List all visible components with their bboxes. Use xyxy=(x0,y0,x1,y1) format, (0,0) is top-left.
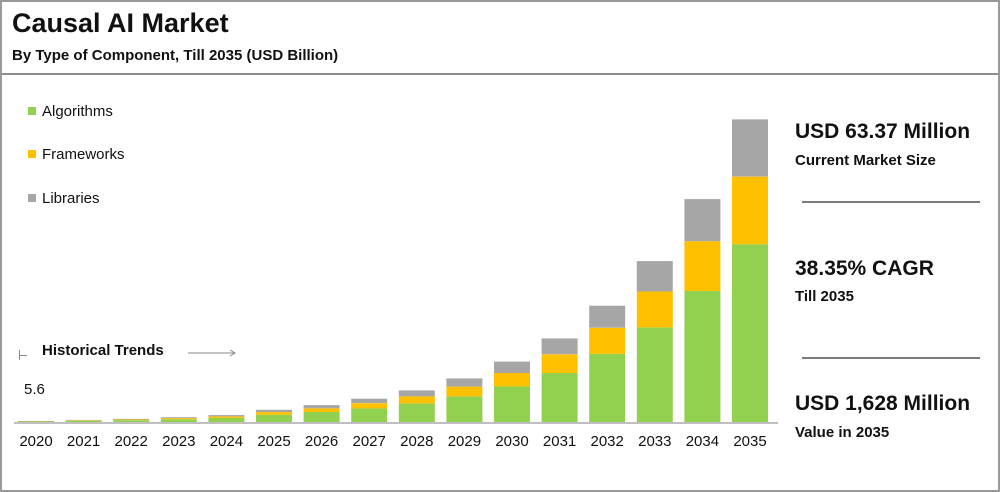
chart-title: Causal AI Market xyxy=(12,8,229,38)
current-market-size-label: Current Market Size xyxy=(795,152,936,169)
bar-algorithms-2029 xyxy=(446,396,483,422)
x-tick-label-2033: 2033 xyxy=(638,433,671,450)
bar-algorithms-2023 xyxy=(160,419,197,422)
bar-algorithms-2026 xyxy=(303,412,340,422)
bar-libraries-2027 xyxy=(351,398,388,404)
bar-libraries-2033 xyxy=(636,261,673,292)
bar-frameworks-2026 xyxy=(303,408,340,412)
bar-algorithms-2034 xyxy=(684,291,721,422)
bar-libraries-2022 xyxy=(113,418,150,420)
x-tick-label-2028: 2028 xyxy=(400,433,433,450)
x-tick-label-2032: 2032 xyxy=(591,433,624,450)
stat-divider-1 xyxy=(802,201,980,203)
bar-frameworks-2032 xyxy=(589,327,626,354)
bar-libraries-2028 xyxy=(398,390,435,397)
bar-group xyxy=(18,119,768,422)
first-year-value-label: 5.6 xyxy=(24,381,45,398)
legend-swatch-frameworks xyxy=(28,150,36,158)
bar-libraries-2025 xyxy=(256,409,292,413)
bar-frameworks-2021 xyxy=(65,420,102,421)
bar-algorithms-2024 xyxy=(208,417,245,422)
bar-algorithms-2022 xyxy=(113,420,150,422)
legend-item-libraries: Libraries xyxy=(28,189,100,207)
x-tick-label-2031: 2031 xyxy=(543,433,576,450)
legend-label-libraries: Libraries xyxy=(42,189,100,207)
bar-frameworks-2028 xyxy=(398,396,435,404)
value-2035-value: USD 1,628 Million xyxy=(795,392,971,415)
stacked-bar-chart: 2020 2021 2022 2023 2024 2025 2026 2027 2028 2029… xyxy=(14,119,778,450)
current-market-size-value: USD 63.37 Million xyxy=(795,120,971,143)
arrow-right-icon xyxy=(188,349,236,357)
bar-frameworks-2030 xyxy=(494,373,530,387)
bar-frameworks-2023 xyxy=(160,418,197,420)
historical-trends-label: Historical Trends xyxy=(42,342,164,359)
x-tick-label-2020: 2020 xyxy=(19,433,52,450)
x-tick-label-2022: 2022 xyxy=(115,433,148,450)
x-axis-tick-labels: 2020 2021 2022 2023 2024 2025 2026 2027 2028 2029… xyxy=(19,433,766,450)
bar-libraries-2021 xyxy=(65,419,102,421)
bar-libraries-2020 xyxy=(18,421,54,422)
bar-algorithms-2030 xyxy=(494,386,530,422)
bar-algorithms-2035 xyxy=(732,244,768,422)
x-tick-label-2029: 2029 xyxy=(448,433,481,450)
bar-algorithms-2025 xyxy=(256,414,292,422)
bar-libraries-2035 xyxy=(732,119,768,177)
legend-item-algorithms: Algorithms xyxy=(28,102,113,120)
bar-frameworks-2031 xyxy=(541,354,578,373)
bar-frameworks-2027 xyxy=(351,403,388,409)
historical-bracket-icon xyxy=(19,350,29,360)
header-divider xyxy=(2,73,998,75)
x-tick-label-2026: 2026 xyxy=(305,433,338,450)
legend-label-algorithms: Algorithms xyxy=(42,102,113,120)
x-tick-label-2035: 2035 xyxy=(733,433,766,450)
x-tick-label-2027: 2027 xyxy=(353,433,386,450)
bar-libraries-2031 xyxy=(541,338,578,355)
x-tick-label-2030: 2030 xyxy=(495,433,528,450)
bar-frameworks-2029 xyxy=(446,386,483,397)
bar-frameworks-2034 xyxy=(684,241,721,291)
chart-subtitle: By Type of Component, Till 2035 (USD Bil… xyxy=(12,47,339,64)
cagr-label: Till 2035 xyxy=(795,288,854,305)
bar-libraries-2029 xyxy=(446,378,483,387)
bar-algorithms-2021 xyxy=(65,420,102,422)
bar-algorithms-2027 xyxy=(351,408,388,422)
legend-swatch-algorithms xyxy=(28,107,36,115)
bar-frameworks-2033 xyxy=(636,291,673,328)
stat-divider-2 xyxy=(802,357,980,359)
bar-libraries-2026 xyxy=(303,405,340,409)
x-tick-label-2024: 2024 xyxy=(210,433,243,450)
bar-algorithms-2033 xyxy=(636,327,673,422)
bar-libraries-2024 xyxy=(208,415,245,417)
legend-item-frameworks: Frameworks xyxy=(28,145,125,163)
bar-libraries-2023 xyxy=(160,417,197,419)
bar-libraries-2030 xyxy=(494,361,530,373)
bar-frameworks-2022 xyxy=(113,419,150,421)
bar-frameworks-2024 xyxy=(208,416,245,418)
cagr-value: 38.35% CAGR xyxy=(795,257,934,280)
bar-frameworks-2025 xyxy=(256,412,292,415)
legend-swatch-libraries xyxy=(28,194,36,202)
legend-label-frameworks: Frameworks xyxy=(42,145,125,163)
bar-libraries-2032 xyxy=(589,305,626,328)
bar-algorithms-2032 xyxy=(589,353,626,422)
bar-algorithms-2028 xyxy=(398,403,435,422)
x-tick-label-2034: 2034 xyxy=(686,433,719,450)
value-2035-label: Value in 2035 xyxy=(795,424,890,441)
bar-algorithms-2031 xyxy=(541,372,578,422)
x-tick-label-2021: 2021 xyxy=(67,433,100,450)
bar-libraries-2034 xyxy=(684,199,721,242)
x-tick-label-2023: 2023 xyxy=(162,433,195,450)
bar-frameworks-2035 xyxy=(732,176,768,245)
x-tick-label-2025: 2025 xyxy=(257,433,290,450)
